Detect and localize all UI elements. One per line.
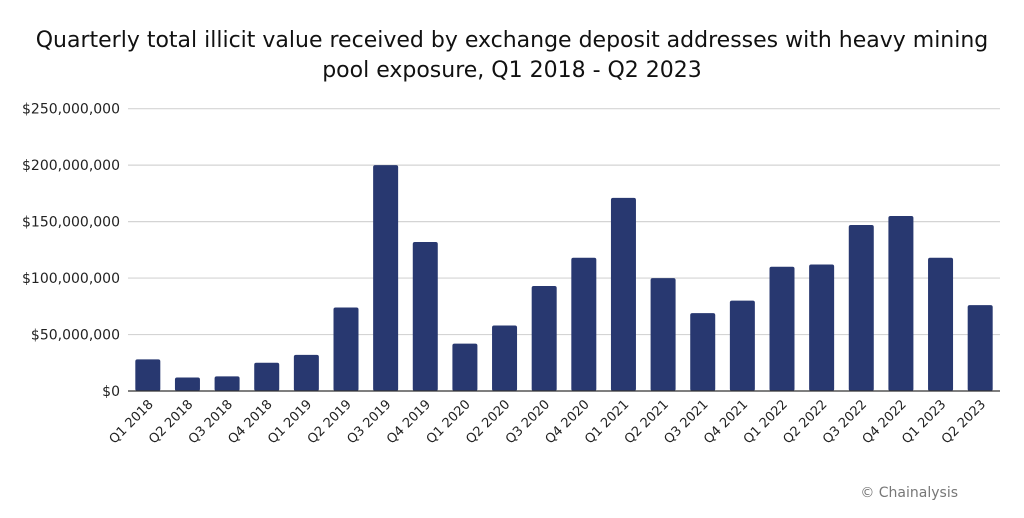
bar — [412, 241, 438, 391]
bar — [293, 354, 319, 391]
chart-title-line-1: Quarterly total illicit value received b… — [35, 28, 989, 53]
y-tick-label: $250,000,000 — [22, 102, 120, 118]
bar — [135, 359, 161, 391]
bar — [690, 313, 716, 391]
bar — [848, 225, 874, 391]
y-tick-label: $200,000,000 — [22, 158, 120, 174]
bar — [650, 278, 676, 391]
bar — [610, 197, 636, 391]
bar — [769, 266, 795, 391]
bar — [174, 377, 200, 391]
y-tick-label: $50,000,000 — [31, 328, 120, 344]
y-tick-label: $0 — [102, 384, 120, 400]
bar — [571, 257, 597, 391]
x-tick-label: Q2 2023 — [939, 397, 989, 447]
bar — [729, 300, 755, 391]
bar — [967, 305, 993, 391]
bar — [888, 215, 914, 391]
bar — [928, 257, 954, 391]
source-credit: © Chainalysis — [860, 485, 958, 501]
bar — [809, 264, 835, 391]
y-tick-label: $100,000,000 — [22, 271, 120, 287]
bar — [373, 165, 399, 391]
bar — [531, 285, 557, 391]
y-tick-label: $150,000,000 — [22, 215, 120, 231]
bar — [214, 376, 240, 391]
bar — [254, 362, 280, 391]
bar — [333, 307, 359, 391]
bar — [492, 325, 518, 391]
chart-title: Quarterly total illicit value received b… — [0, 26, 1024, 86]
bar — [452, 343, 478, 391]
chart-title-line-2: pool exposure, Q1 2018 - Q2 2023 — [322, 58, 702, 83]
